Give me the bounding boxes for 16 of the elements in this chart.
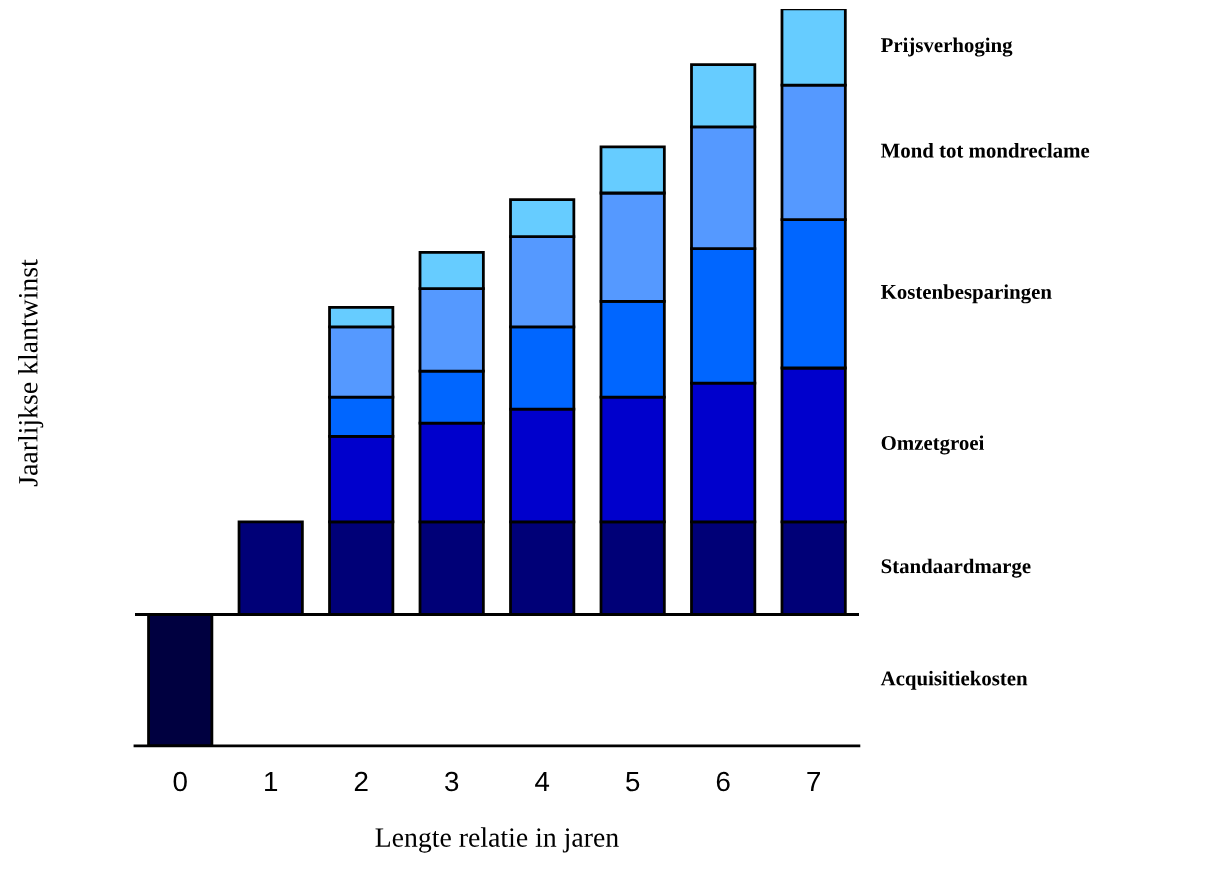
series-label: Prijsverhoging: [880, 37, 1013, 57]
x-tick-label: 1: [265, 771, 278, 792]
text: Acquisitiekosten: [880, 670, 1028, 690]
x-tick-label: 4: [535, 771, 550, 792]
x-tick-label: 7: [807, 771, 820, 792]
x-tick-label: 6: [716, 771, 730, 792]
series-label: Mond tot mondreclame: [880, 142, 1090, 158]
y-axis-title: Jaarlijkse klantwinst: [18, 259, 44, 487]
series-label: Kostenbesparingen: [880, 284, 1052, 304]
series-label: Omzetgroei: [881, 435, 985, 455]
x-tick-label: 3: [445, 771, 459, 792]
series-label: Standaardmarge: [881, 558, 1031, 578]
x-tick-label: 2: [354, 771, 368, 792]
x-tick-label: 5: [626, 771, 640, 792]
x-axis-title: Lengte relatie in jaren: [375, 827, 619, 853]
x-tick-label: 0: [173, 771, 187, 792]
